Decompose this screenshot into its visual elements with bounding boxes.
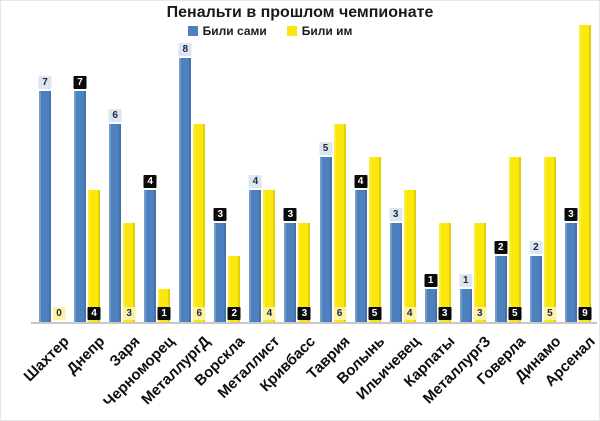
value-label-bili-im: 5 <box>368 307 382 320</box>
bar-group: 3 9 Арсенал <box>542 25 599 390</box>
bar-bili-sami: 3 <box>213 208 227 322</box>
bar-group: 2 5 Говерла <box>474 25 529 388</box>
bar-bili-im: 6 <box>192 124 206 322</box>
bar-bili-im: 3 <box>122 223 136 322</box>
bar-bili-sami: 2 <box>529 241 543 322</box>
legend-swatch-bili-sami <box>187 26 198 36</box>
category-label-text: Шахтер <box>20 333 74 386</box>
bar-bili-sami: 2 <box>494 241 508 322</box>
bar-group: 1 3 МеталлургЗ <box>419 25 494 407</box>
value-label-bili-im: 3 <box>297 307 311 320</box>
plot-area: 7 0 Шахтер 7 4 Днепр 6 3 Заря 4 1 Черноморец 8 6 Метал… <box>21 25 599 411</box>
bar-group: 3 4 Ильичевец <box>353 25 424 403</box>
value-label-bili-sami: 3 <box>283 208 297 221</box>
bar-bili-sami: 4 <box>354 175 368 322</box>
legend-label-bili-sami: Били сами <box>202 24 267 38</box>
legend: Били сами Били им <box>1 24 569 38</box>
value-label-bili-sami: 6 <box>108 109 122 122</box>
bar-bili-im: 5 <box>368 157 382 322</box>
value-label-bili-im: 6 <box>333 307 346 320</box>
bar-group: 4 1 Черноморец <box>101 25 178 411</box>
value-label-bili-im: 2 <box>227 307 241 320</box>
bar-group: 6 3 Заря <box>106 25 143 370</box>
value-label-bili-im: 6 <box>192 307 206 320</box>
bar-bili-sami: 5 <box>319 142 332 322</box>
bar-bili-im: 2 <box>227 256 241 322</box>
bar-group: 7 4 Днепр <box>63 25 108 378</box>
bar-bili-im: 5 <box>543 157 557 322</box>
legend-swatch-bili-im <box>286 26 297 36</box>
value-label-bili-im: 5 <box>543 307 557 320</box>
value-label-bili-im: 3 <box>438 307 452 320</box>
bar-bili-sami: 4 <box>143 175 157 322</box>
value-label-bili-im: 0 <box>52 307 66 320</box>
value-label-bili-sami: 1 <box>459 274 473 287</box>
value-label-bili-sami: 1 <box>424 274 438 287</box>
bar-group: 1 3 Карпаты <box>401 25 459 391</box>
value-label-bili-sami: 7 <box>38 76 52 89</box>
bar-group: 7 0 Шахтер <box>21 25 73 385</box>
value-label-bili-sami: 3 <box>389 208 403 221</box>
bar-group: 4 5 Волынь <box>334 25 389 388</box>
bar-bili-im: 4 <box>403 190 417 322</box>
bar-bili-sami: 1 <box>459 274 473 322</box>
bar-bili-sami: 7 <box>73 76 87 322</box>
bar-bili-im: 9 <box>578 25 592 322</box>
chart-title: Пенальти в прошлом чемпионате <box>166 4 434 21</box>
bar-bili-sami: 6 <box>108 109 122 322</box>
bar-bili-sami: 7 <box>38 76 52 322</box>
value-label-bili-im: 4 <box>262 307 276 320</box>
value-label-bili-sami: 3 <box>213 208 227 221</box>
value-label-bili-im: 4 <box>403 307 417 320</box>
value-label-bili-sami: 2 <box>529 241 543 254</box>
bar-group: 5 6 Таврия <box>304 25 354 383</box>
bar-bili-sami: 1 <box>424 274 438 322</box>
bar-bili-sami: 3 <box>564 208 578 322</box>
bar-group: 3 2 Ворскла <box>192 25 248 390</box>
bar-bili-im: 6 <box>333 124 346 322</box>
value-label-bili-sami: 8 <box>178 43 192 56</box>
value-label-bili-sami: 7 <box>73 76 87 89</box>
bar-bili-im: 1 <box>157 289 171 322</box>
value-label-bili-im: 1 <box>157 307 171 320</box>
legend-item-bili-sami: Били сами <box>187 24 267 38</box>
value-label-bili-sami: 5 <box>319 142 332 155</box>
value-label-bili-sami: 4 <box>354 175 368 188</box>
value-label-bili-im: 3 <box>473 307 487 320</box>
value-label-bili-im: 3 <box>122 307 136 320</box>
bar-bili-im: 4 <box>262 190 276 322</box>
bar-group: 3 3 Кривбасс <box>256 25 318 395</box>
value-label-bili-sami: 3 <box>564 208 578 221</box>
bar-bili-sami: 3 <box>283 208 297 322</box>
legend-item-bili-im: Били им <box>286 24 353 38</box>
legend-label-bili-im: Били им <box>301 24 353 38</box>
value-label-bili-sami: 2 <box>494 241 508 254</box>
category-label-text: Днепр <box>63 333 109 378</box>
bar-group: 2 5 Динамо <box>511 25 564 386</box>
x-axis-line <box>31 322 597 324</box>
value-label-bili-im: 5 <box>508 307 522 320</box>
bar-bili-sami: 8 <box>178 43 192 322</box>
bar-bili-im: 5 <box>508 157 522 322</box>
bar-bili-im: 3 <box>438 223 452 322</box>
bar-bili-im: 3 <box>473 223 487 322</box>
bar-bili-im: 4 <box>87 190 101 322</box>
value-label-bili-sami: 4 <box>248 175 262 188</box>
value-label-bili-sami: 4 <box>143 175 157 188</box>
bar-group: 8 6 МеталлургД <box>138 25 213 408</box>
bar-bili-sami: 4 <box>248 175 262 322</box>
bar-bili-im: 3 <box>297 223 311 322</box>
bar-group: 4 4 Металлист <box>215 25 283 402</box>
value-label-bili-im: 4 <box>87 307 101 320</box>
value-label-bili-im: 9 <box>578 307 592 320</box>
bar-bili-sami: 3 <box>389 208 403 322</box>
